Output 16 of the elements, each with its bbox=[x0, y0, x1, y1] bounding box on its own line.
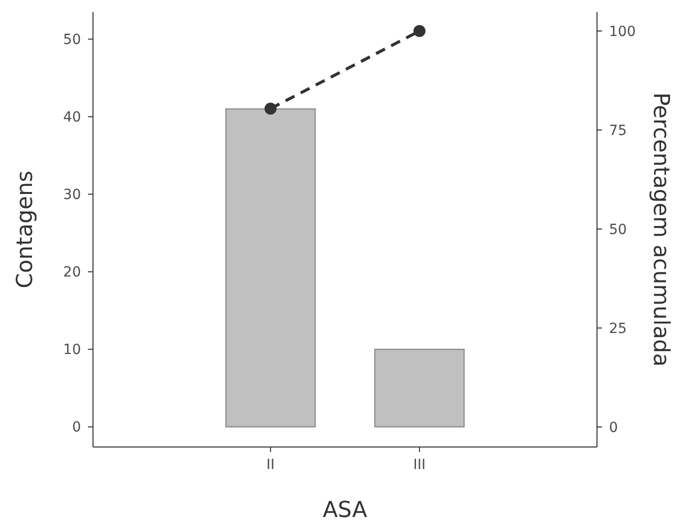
y-tick-label: 0 bbox=[72, 420, 81, 436]
y2-tick-label: 0 bbox=[609, 420, 618, 436]
y-tick-label: 50 bbox=[63, 32, 81, 48]
y-tick-label: 40 bbox=[63, 110, 81, 126]
x-tick-label: III bbox=[413, 457, 426, 473]
y2-tick-label: 75 bbox=[609, 122, 627, 139]
y-tick-label: 10 bbox=[63, 342, 81, 358]
x-tick-label: II bbox=[266, 457, 275, 473]
y-axis-title: Contagens bbox=[13, 170, 38, 288]
x-axis-title: ASA bbox=[322, 498, 368, 521]
y2-axis-title: Percentagem acumulada bbox=[648, 92, 673, 367]
y2-tick-label: 50 bbox=[609, 222, 627, 238]
y2-tick-label: 100 bbox=[609, 24, 636, 40]
y-tick-label: 20 bbox=[63, 264, 81, 281]
y-tick-label: 30 bbox=[63, 187, 81, 204]
y2-tick-label: 25 bbox=[609, 320, 627, 337]
